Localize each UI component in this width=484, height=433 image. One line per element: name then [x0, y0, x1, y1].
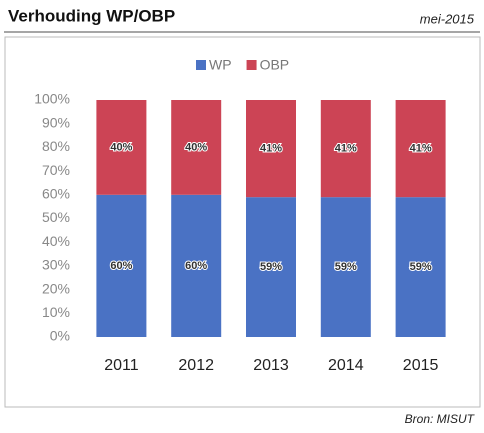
data-label: 41%	[335, 142, 357, 154]
x-tick-label: 2014	[328, 357, 364, 374]
source: Bron: MISUT	[405, 412, 476, 426]
x-tick-label: 2012	[178, 357, 214, 374]
date-note: mei-2015	[420, 11, 475, 26]
data-label: 60%	[110, 260, 132, 272]
bar-segment	[320, 197, 371, 337]
data-label: 59%	[335, 261, 357, 273]
legend-swatch	[196, 60, 206, 70]
bar-segment	[395, 100, 446, 198]
y-tick-label: 90%	[42, 114, 70, 130]
data-label: 59%	[260, 261, 282, 273]
bar-segment	[96, 194, 147, 337]
x-tick-label: 2015	[403, 357, 439, 374]
data-label: 41%	[260, 142, 282, 154]
bar-segment	[320, 100, 371, 198]
y-tick-label: 0%	[50, 328, 70, 344]
y-tick-label: 40%	[42, 233, 70, 249]
y-tick-label: 10%	[42, 304, 70, 320]
bar-segment	[395, 197, 446, 337]
legend-label: WP	[209, 57, 232, 73]
y-tick-label: 50%	[42, 209, 70, 225]
data-label: 40%	[185, 141, 207, 153]
y-tick-label: 80%	[42, 138, 70, 154]
y-tick-label: 60%	[42, 186, 70, 202]
data-label: 59%	[410, 261, 432, 273]
bar-segment	[246, 100, 296, 198]
x-tick-label: 2011	[104, 357, 139, 374]
y-tick-label: 20%	[42, 280, 70, 296]
chart-title: Verhouding WP/OBP	[8, 6, 175, 25]
data-label: 41%	[410, 142, 432, 154]
data-label: 60%	[185, 260, 207, 272]
y-tick-label: 30%	[42, 257, 70, 273]
bar-segment	[171, 100, 222, 195]
legend-swatch	[246, 60, 257, 70]
data-label: 40%	[110, 141, 132, 153]
bar-segment	[96, 100, 147, 195]
y-tick-label: 70%	[42, 162, 70, 178]
y-tick-label: 100%	[34, 91, 70, 107]
legend-label: OBP	[260, 57, 290, 73]
x-tick-label: 2013	[253, 357, 289, 374]
bar-segment	[246, 197, 296, 337]
bar-segment	[171, 194, 222, 337]
chart-frame	[4, 36, 481, 408]
